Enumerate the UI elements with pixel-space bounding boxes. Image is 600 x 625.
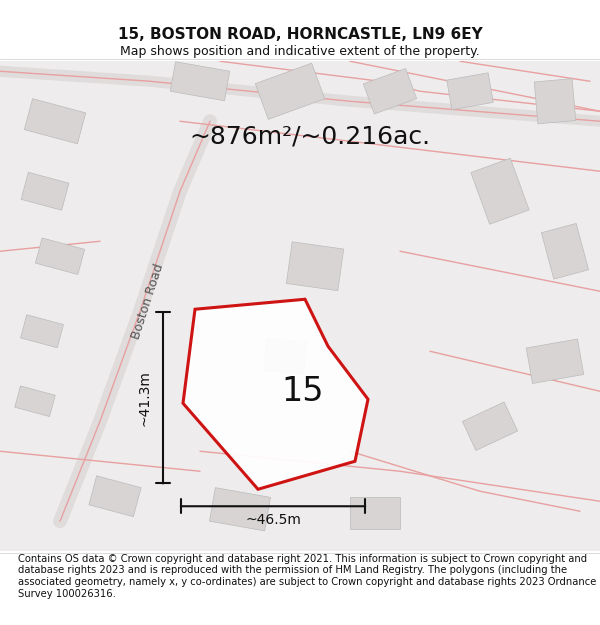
Polygon shape — [170, 62, 230, 101]
Polygon shape — [24, 99, 86, 144]
Polygon shape — [534, 79, 576, 124]
Text: ~876m²/~0.216ac.: ~876m²/~0.216ac. — [190, 124, 431, 148]
Polygon shape — [447, 73, 493, 109]
Text: Map shows position and indicative extent of the property.: Map shows position and indicative extent… — [120, 45, 480, 58]
Polygon shape — [471, 158, 529, 224]
Polygon shape — [350, 498, 400, 529]
Polygon shape — [21, 173, 69, 210]
Polygon shape — [463, 402, 518, 451]
Polygon shape — [286, 242, 344, 291]
Text: 15, BOSTON ROAD, HORNCASTLE, LN9 6EY: 15, BOSTON ROAD, HORNCASTLE, LN9 6EY — [118, 27, 482, 42]
Polygon shape — [209, 488, 271, 531]
Text: Boston Road: Boston Road — [130, 262, 166, 341]
Text: ~46.5m: ~46.5m — [245, 513, 301, 528]
Polygon shape — [526, 339, 584, 384]
Polygon shape — [364, 69, 416, 114]
Polygon shape — [20, 315, 64, 348]
Polygon shape — [263, 339, 307, 374]
Polygon shape — [89, 476, 141, 517]
Text: ~41.3m: ~41.3m — [138, 370, 152, 426]
Polygon shape — [35, 238, 85, 274]
Polygon shape — [256, 63, 325, 119]
Polygon shape — [15, 386, 55, 416]
Polygon shape — [541, 223, 589, 279]
Text: 15: 15 — [281, 376, 324, 408]
Polygon shape — [183, 299, 368, 489]
Text: Contains OS data © Crown copyright and database right 2021. This information is : Contains OS data © Crown copyright and d… — [18, 554, 596, 599]
